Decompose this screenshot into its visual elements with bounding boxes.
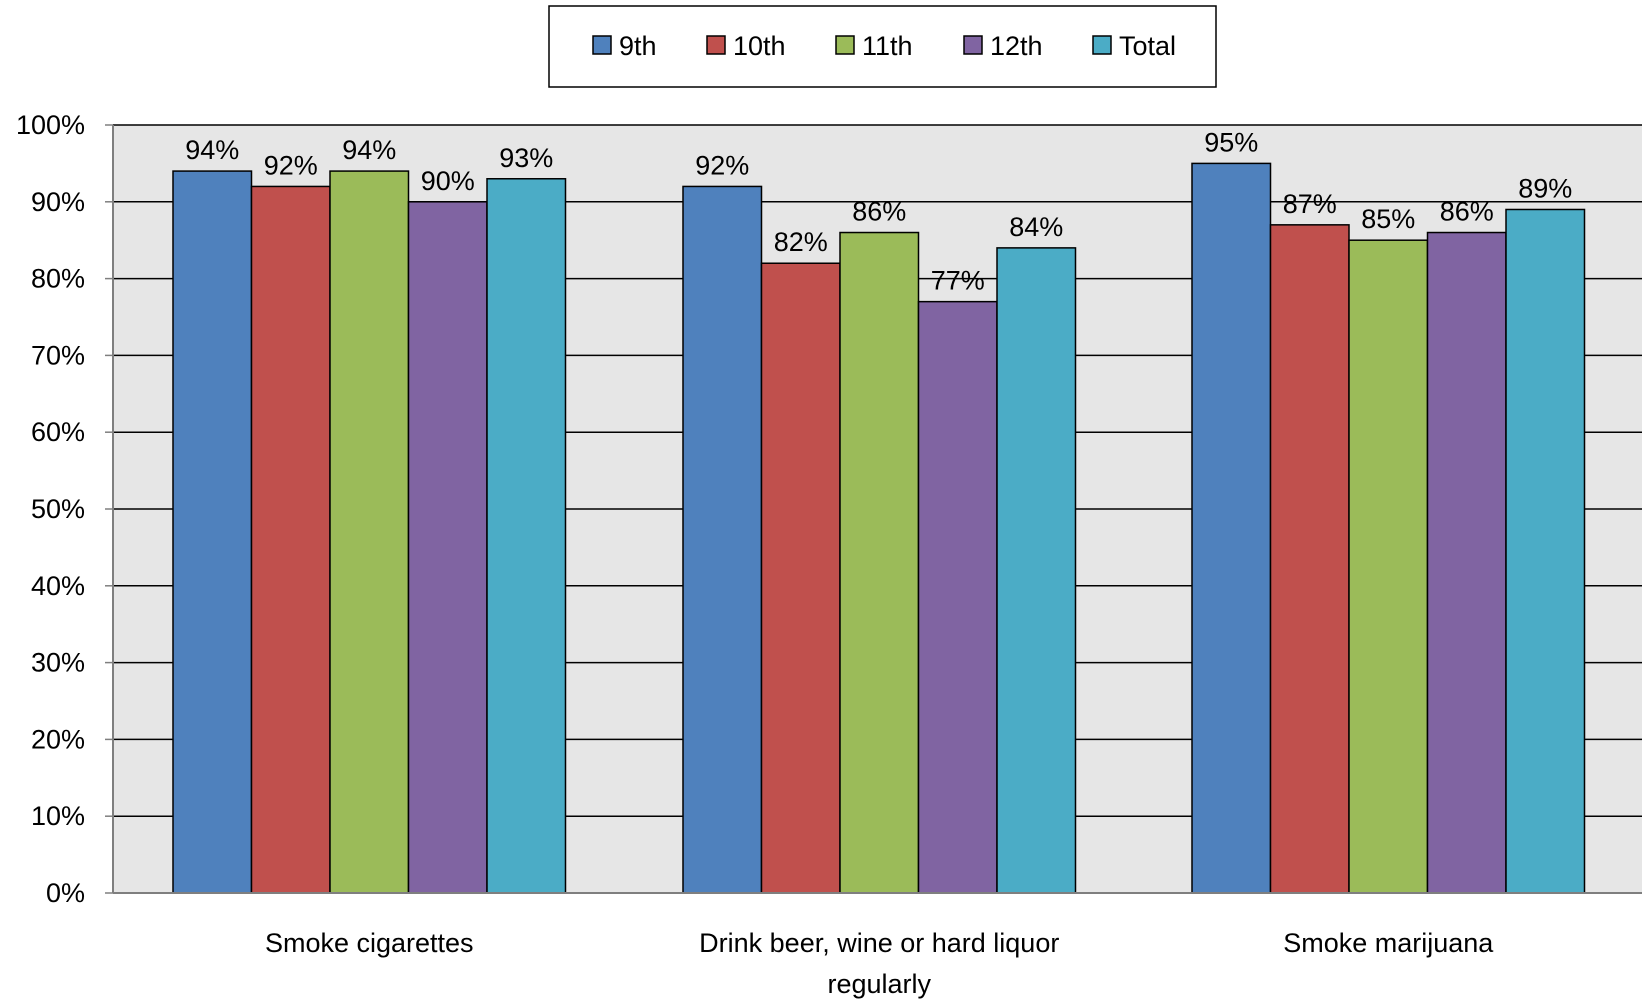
y-tick-label: 40%	[31, 571, 85, 601]
y-tick-label: 30%	[31, 648, 85, 678]
y-tick-label: 80%	[31, 264, 85, 294]
data-label: 94%	[185, 135, 239, 165]
legend-label: 9th	[619, 31, 657, 61]
y-tick-label: 50%	[31, 494, 85, 524]
y-tick-label: 70%	[31, 340, 85, 370]
data-label: 95%	[1204, 127, 1258, 157]
bar-10th-1	[760, 262, 841, 894]
y-tick-label: 10%	[31, 801, 85, 831]
bar-total-1	[996, 247, 1077, 894]
legend-label: 10th	[733, 31, 786, 61]
bar-9th-0	[172, 170, 253, 894]
y-tick-label: 90%	[31, 187, 85, 217]
data-label: 93%	[499, 143, 553, 173]
bar-total-2	[1505, 208, 1586, 894]
y-tick-label: 60%	[31, 417, 85, 447]
legend-label: 11th	[862, 31, 913, 61]
legend-swatch-11th	[835, 35, 855, 55]
category-label: Smoke marijuana	[1283, 928, 1494, 958]
data-label: 85%	[1361, 204, 1415, 234]
legend-swatch-12th	[963, 35, 983, 55]
legend-label: 12th	[990, 31, 1043, 61]
y-tick-label: 100%	[16, 110, 85, 140]
data-label: 90%	[421, 166, 475, 196]
category-label: Smoke cigarettes	[265, 928, 474, 958]
data-label: 89%	[1518, 173, 1572, 203]
category-label: regularly	[827, 969, 931, 999]
legend-label: Total	[1119, 31, 1176, 61]
legend-swatch-9th	[592, 35, 612, 55]
bar-11th-0	[329, 170, 410, 894]
category-label: Drink beer, wine or hard liquor	[699, 928, 1059, 958]
bar-12th-2	[1426, 231, 1507, 894]
legend-swatch-10th	[706, 35, 726, 55]
data-label: 92%	[264, 150, 318, 180]
data-label: 86%	[852, 197, 906, 227]
data-label: 94%	[342, 135, 396, 165]
data-label: 92%	[695, 150, 749, 180]
y-tick-label: 0%	[46, 878, 85, 908]
bar-9th-1	[682, 185, 763, 894]
bar-12th-0	[407, 201, 488, 894]
bar-total-0	[486, 178, 567, 894]
data-label: 86%	[1440, 197, 1494, 227]
bar-10th-2	[1269, 224, 1350, 894]
bar-10th-0	[250, 185, 331, 894]
bar-12th-1	[917, 300, 998, 894]
bar-11th-1	[839, 231, 920, 894]
data-label: 82%	[774, 227, 828, 257]
legend-swatch-total	[1092, 35, 1112, 55]
data-label: 84%	[1009, 212, 1063, 242]
data-label: 77%	[931, 266, 985, 296]
y-tick-label: 20%	[31, 724, 85, 754]
bar-9th-2	[1191, 162, 1272, 894]
data-label: 87%	[1283, 189, 1337, 219]
bar-11th-2	[1348, 239, 1429, 894]
